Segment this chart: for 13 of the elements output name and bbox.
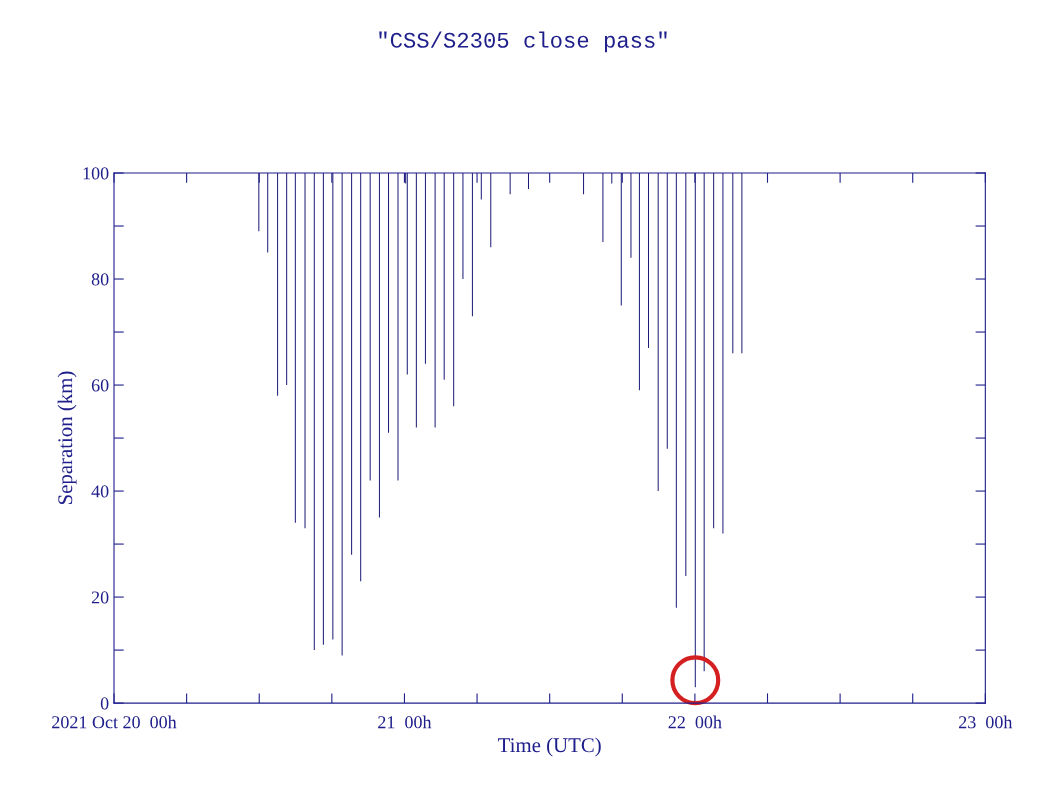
x-axis-title: Time (UTC) — [498, 737, 601, 757]
y-tick-label: 100 — [83, 167, 109, 180]
y-tick-label: 60 — [91, 379, 109, 392]
y-tick-label: 20 — [91, 591, 109, 604]
x-tick-label: 23 00h — [959, 715, 1013, 729]
x-tick-label: 22 00h — [668, 715, 722, 729]
y-tick-label: 40 — [91, 485, 109, 498]
y-tick-label: 80 — [91, 273, 109, 286]
x-tick-label: 21 00h — [378, 715, 432, 729]
y-tick-label: 0 — [100, 697, 109, 710]
x-tick-label: 2021 Oct 20 00h — [52, 715, 177, 729]
chart-title: "CSS/S2305 close pass" — [379, 31, 667, 53]
y-axis-title: Separation (km) — [57, 371, 77, 505]
